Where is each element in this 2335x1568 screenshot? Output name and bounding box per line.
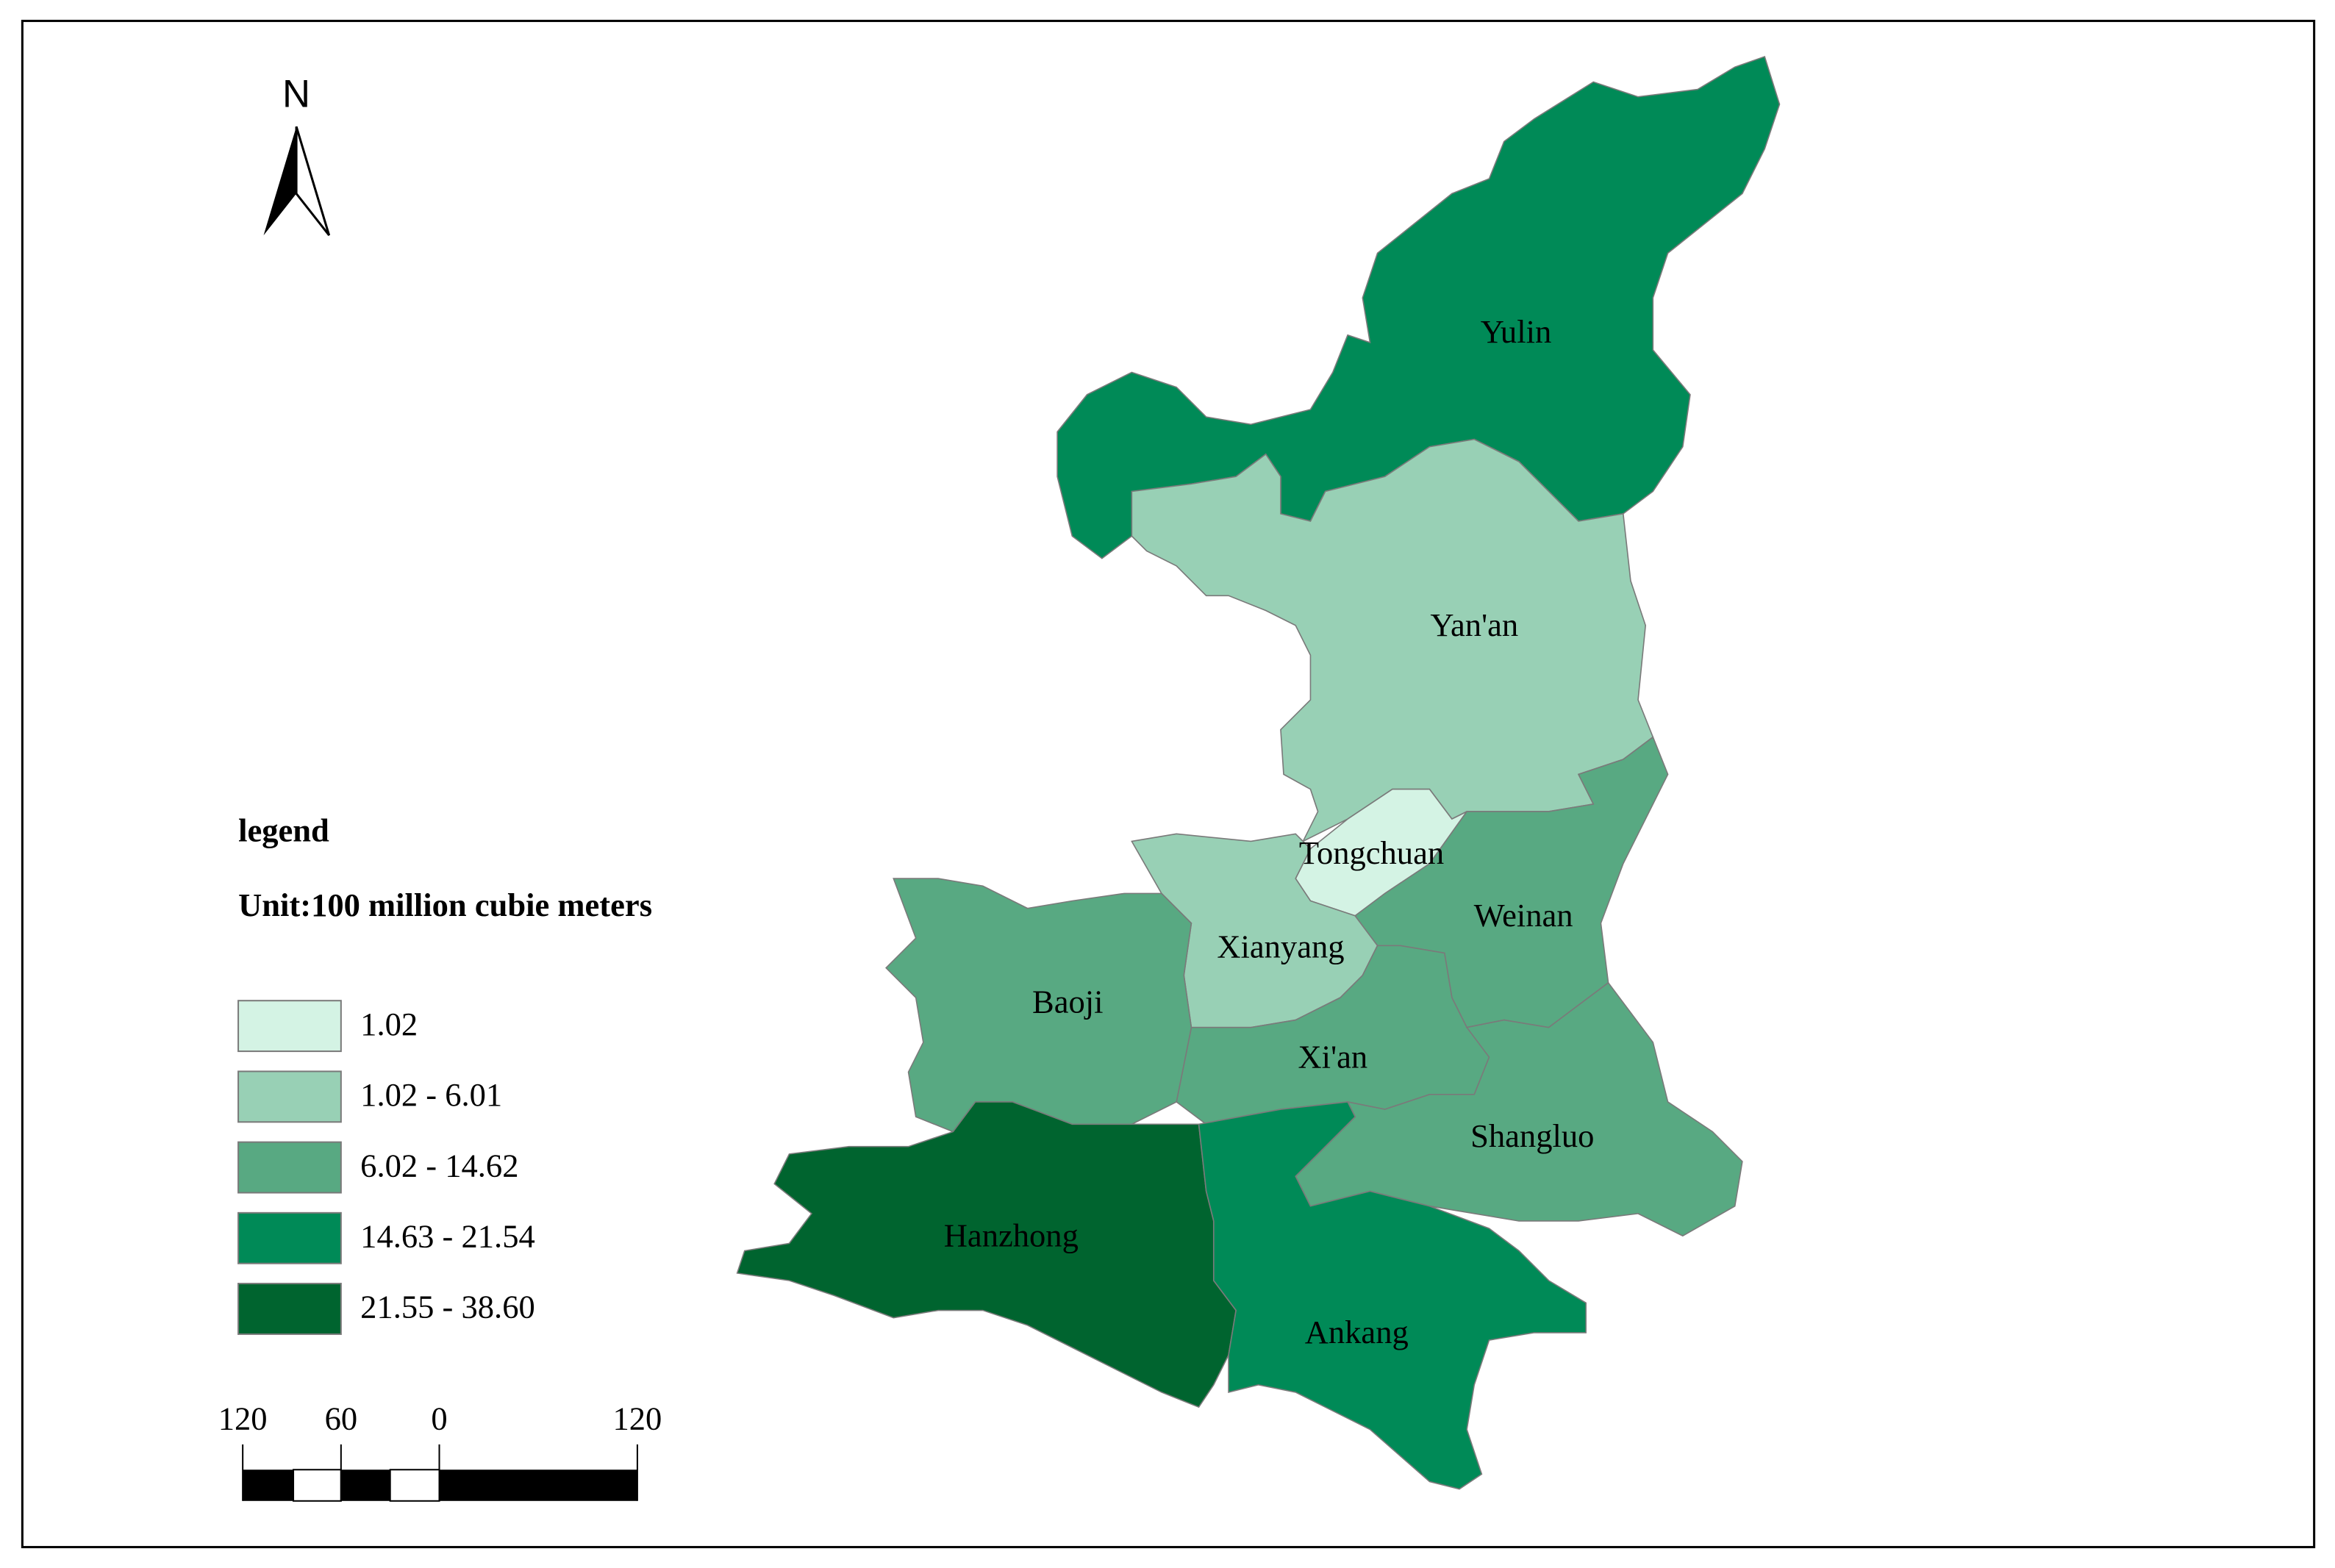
legend-label: 6.02 - 14.62 xyxy=(360,1147,518,1184)
legend-label: 14.63 - 21.54 xyxy=(360,1218,535,1255)
scale-label: 0 xyxy=(431,1400,447,1437)
scale-segment xyxy=(243,1469,294,1501)
legend-label: 1.02 xyxy=(360,1006,418,1042)
region-labels: Yulin Yan'an Tongchuan Xianyang Weinan X… xyxy=(944,313,1595,1350)
north-arrow: N xyxy=(263,73,331,237)
legend-title: legend xyxy=(238,812,329,849)
scale-segment xyxy=(340,1469,390,1501)
region-label: Xi'an xyxy=(1298,1038,1368,1075)
region-label: Baoji xyxy=(1032,984,1104,1020)
region xyxy=(736,1101,1237,1408)
legend-label: 1.02 - 6.01 xyxy=(360,1076,502,1113)
scale-label: 120 xyxy=(218,1400,268,1437)
arrow-left xyxy=(263,126,297,236)
region-label: Weinan xyxy=(1474,897,1573,934)
regions xyxy=(736,55,1781,1490)
region xyxy=(1295,981,1743,1237)
region-label: Xianyang xyxy=(1217,928,1344,965)
legend-label: 21.55 - 38.60 xyxy=(360,1289,535,1325)
legend-swatch xyxy=(237,1000,342,1053)
region-label: Hanzhong xyxy=(944,1217,1079,1254)
frame xyxy=(21,19,2316,1549)
legend: 1.02 1.02 - 6.01 6.02 - 14.62 14.63 - 21.54… xyxy=(237,1000,535,1335)
region-label: Yulin xyxy=(1481,313,1552,350)
scale-segment xyxy=(293,1469,342,1502)
legend-swatch xyxy=(237,1141,342,1194)
arrow-right xyxy=(295,126,331,237)
scale-label: 120 xyxy=(613,1400,662,1437)
scale-segment xyxy=(389,1469,440,1502)
region-label: Ankang xyxy=(1305,1314,1409,1350)
scale-bar: 120 60 0 120 xyxy=(218,1400,662,1502)
north-label: N xyxy=(282,73,310,116)
region xyxy=(1198,1101,1587,1490)
scale-segment xyxy=(439,1469,637,1501)
region-label: Tongchuan xyxy=(1299,834,1444,871)
scale-label: 60 xyxy=(325,1400,358,1437)
legend-unit: Unit:100 million cubie meters xyxy=(238,887,652,923)
region-label: Shangluo xyxy=(1470,1117,1594,1154)
legend-swatch xyxy=(237,1283,342,1335)
legend-swatch xyxy=(237,1211,342,1264)
region-label: Yan'an xyxy=(1430,606,1518,643)
legend-swatch xyxy=(237,1070,342,1123)
